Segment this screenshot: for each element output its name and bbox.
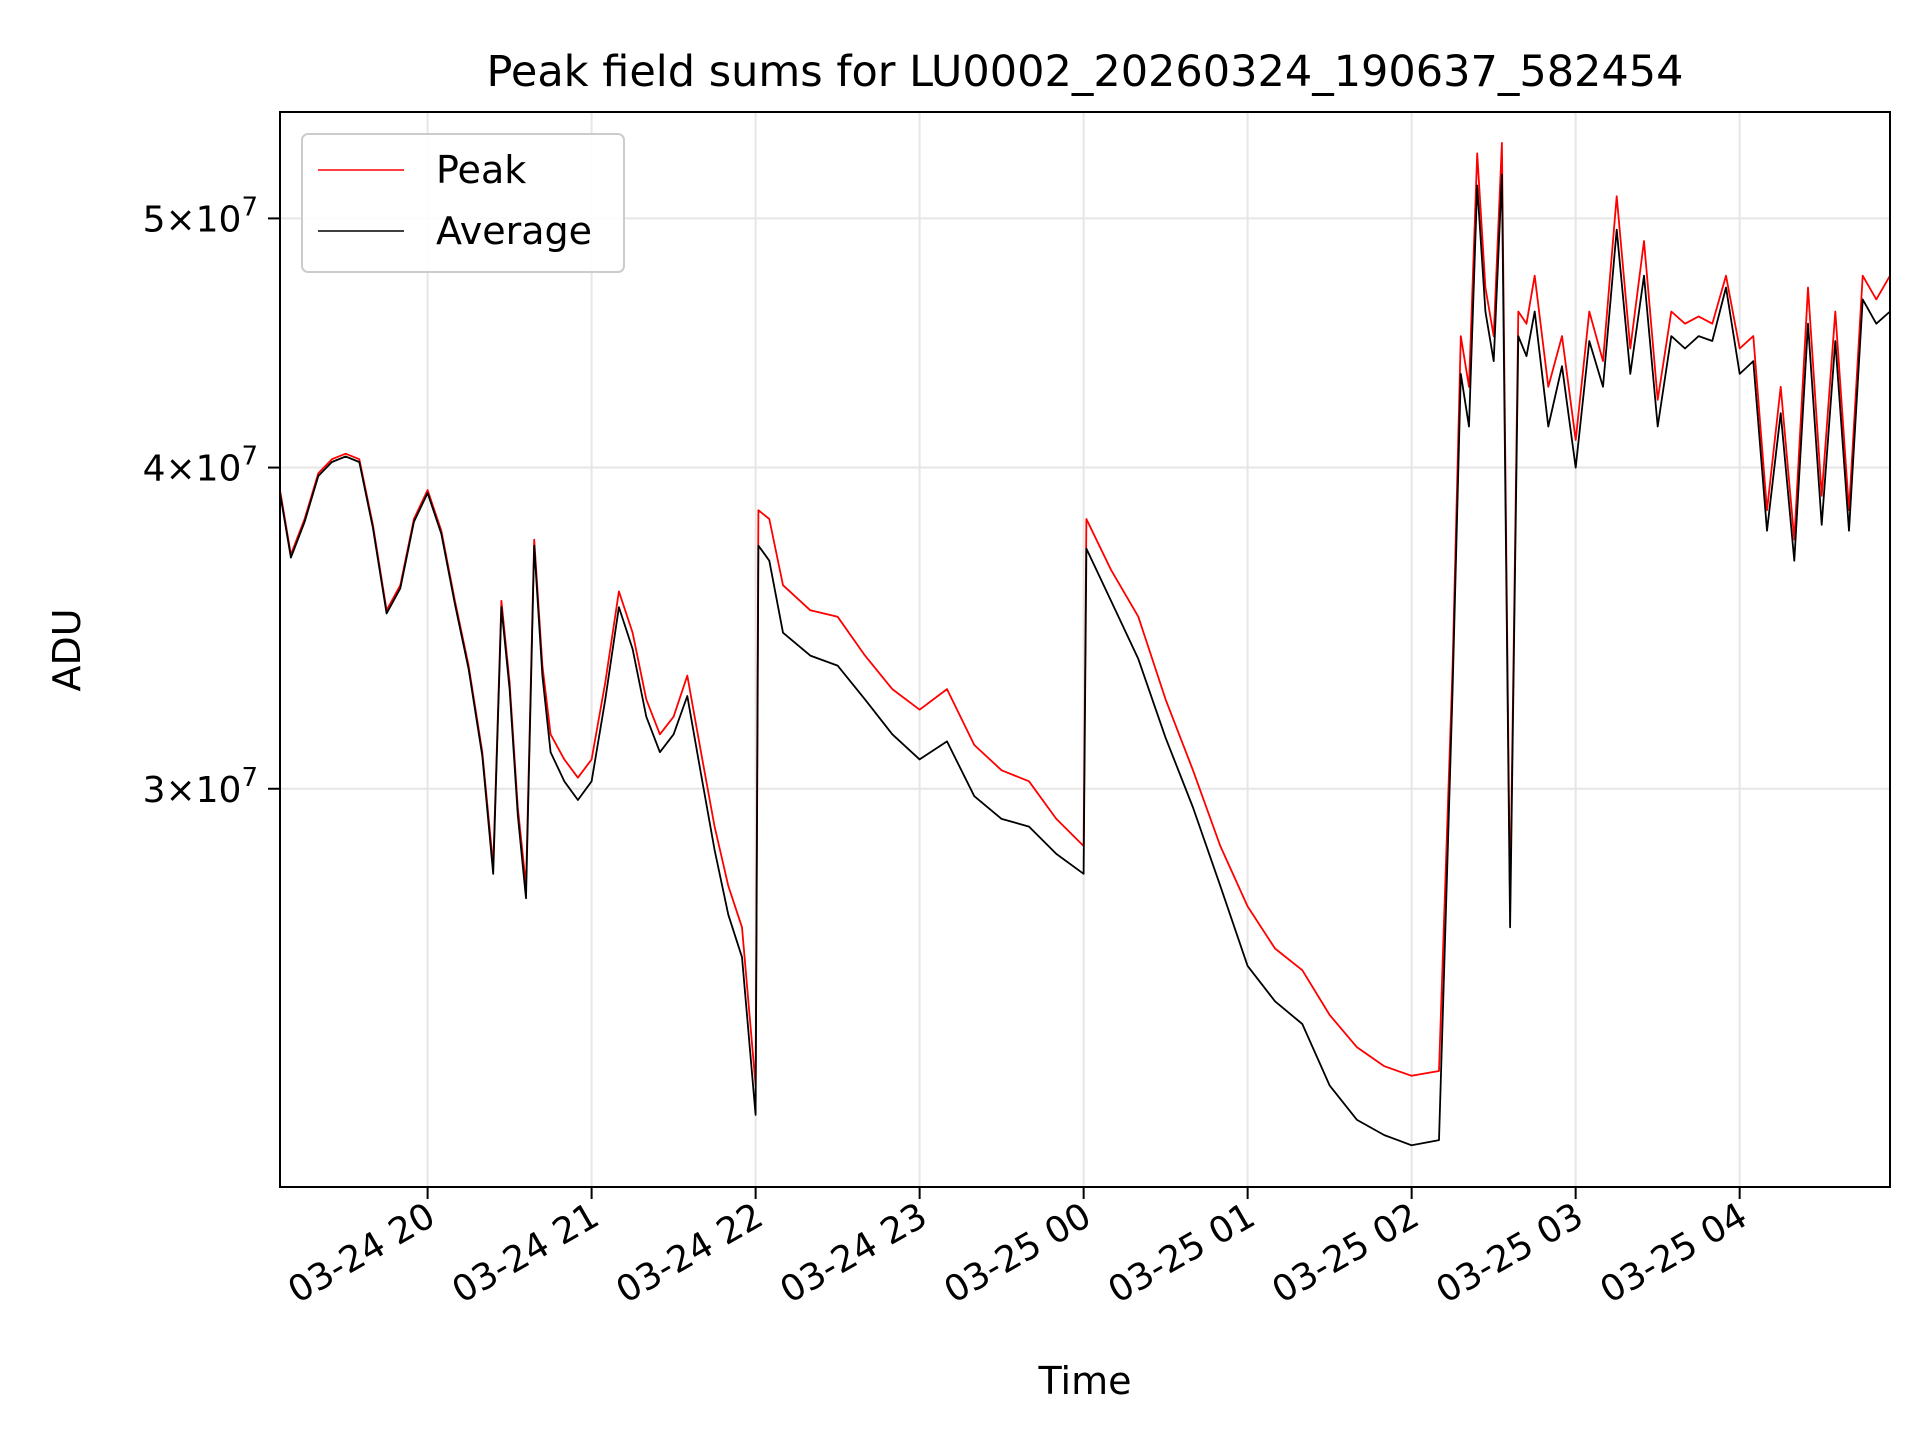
x-tick-label: 03-24 21 <box>445 1195 606 1311</box>
legend: Peak Average <box>301 133 625 273</box>
legend-label-peak: Peak <box>436 148 526 192</box>
x-tick-label: 03-24 20 <box>281 1195 442 1311</box>
y-axis: 3×107 4×107 5×107 <box>143 192 280 811</box>
x-tick-label: 03-25 04 <box>1593 1195 1754 1311</box>
series-layer <box>279 141 1891 1147</box>
y-tick-label: 4×107 <box>143 442 258 490</box>
x-axis: 03-24 20 03-24 21 03-24 22 03-24 23 03-25 00… <box>281 1187 1754 1312</box>
plot-frame <box>279 111 1891 1188</box>
x-tick-label: 03-25 01 <box>1101 1195 1262 1311</box>
series-line-average <box>279 173 1891 1147</box>
y-axis-title: ADU <box>45 608 89 691</box>
x-tick-label: 03-24 23 <box>773 1195 934 1311</box>
x-axis-title: Time <box>1038 1359 1132 1403</box>
y-tick-label: 3×107 <box>143 763 258 811</box>
legend-box <box>301 133 625 273</box>
x-tick-label: 03-25 03 <box>1429 1195 1590 1311</box>
x-tick-label: 03-25 00 <box>937 1195 1098 1311</box>
chart-title: Peak field sums for LU0002_20260324_1906… <box>486 47 1683 97</box>
x-tick-label: 03-24 22 <box>609 1195 770 1311</box>
legend-label-average: Average <box>436 209 592 253</box>
x-tick-label: 03-25 02 <box>1265 1195 1426 1311</box>
y-tick-label: 5×107 <box>143 192 258 240</box>
